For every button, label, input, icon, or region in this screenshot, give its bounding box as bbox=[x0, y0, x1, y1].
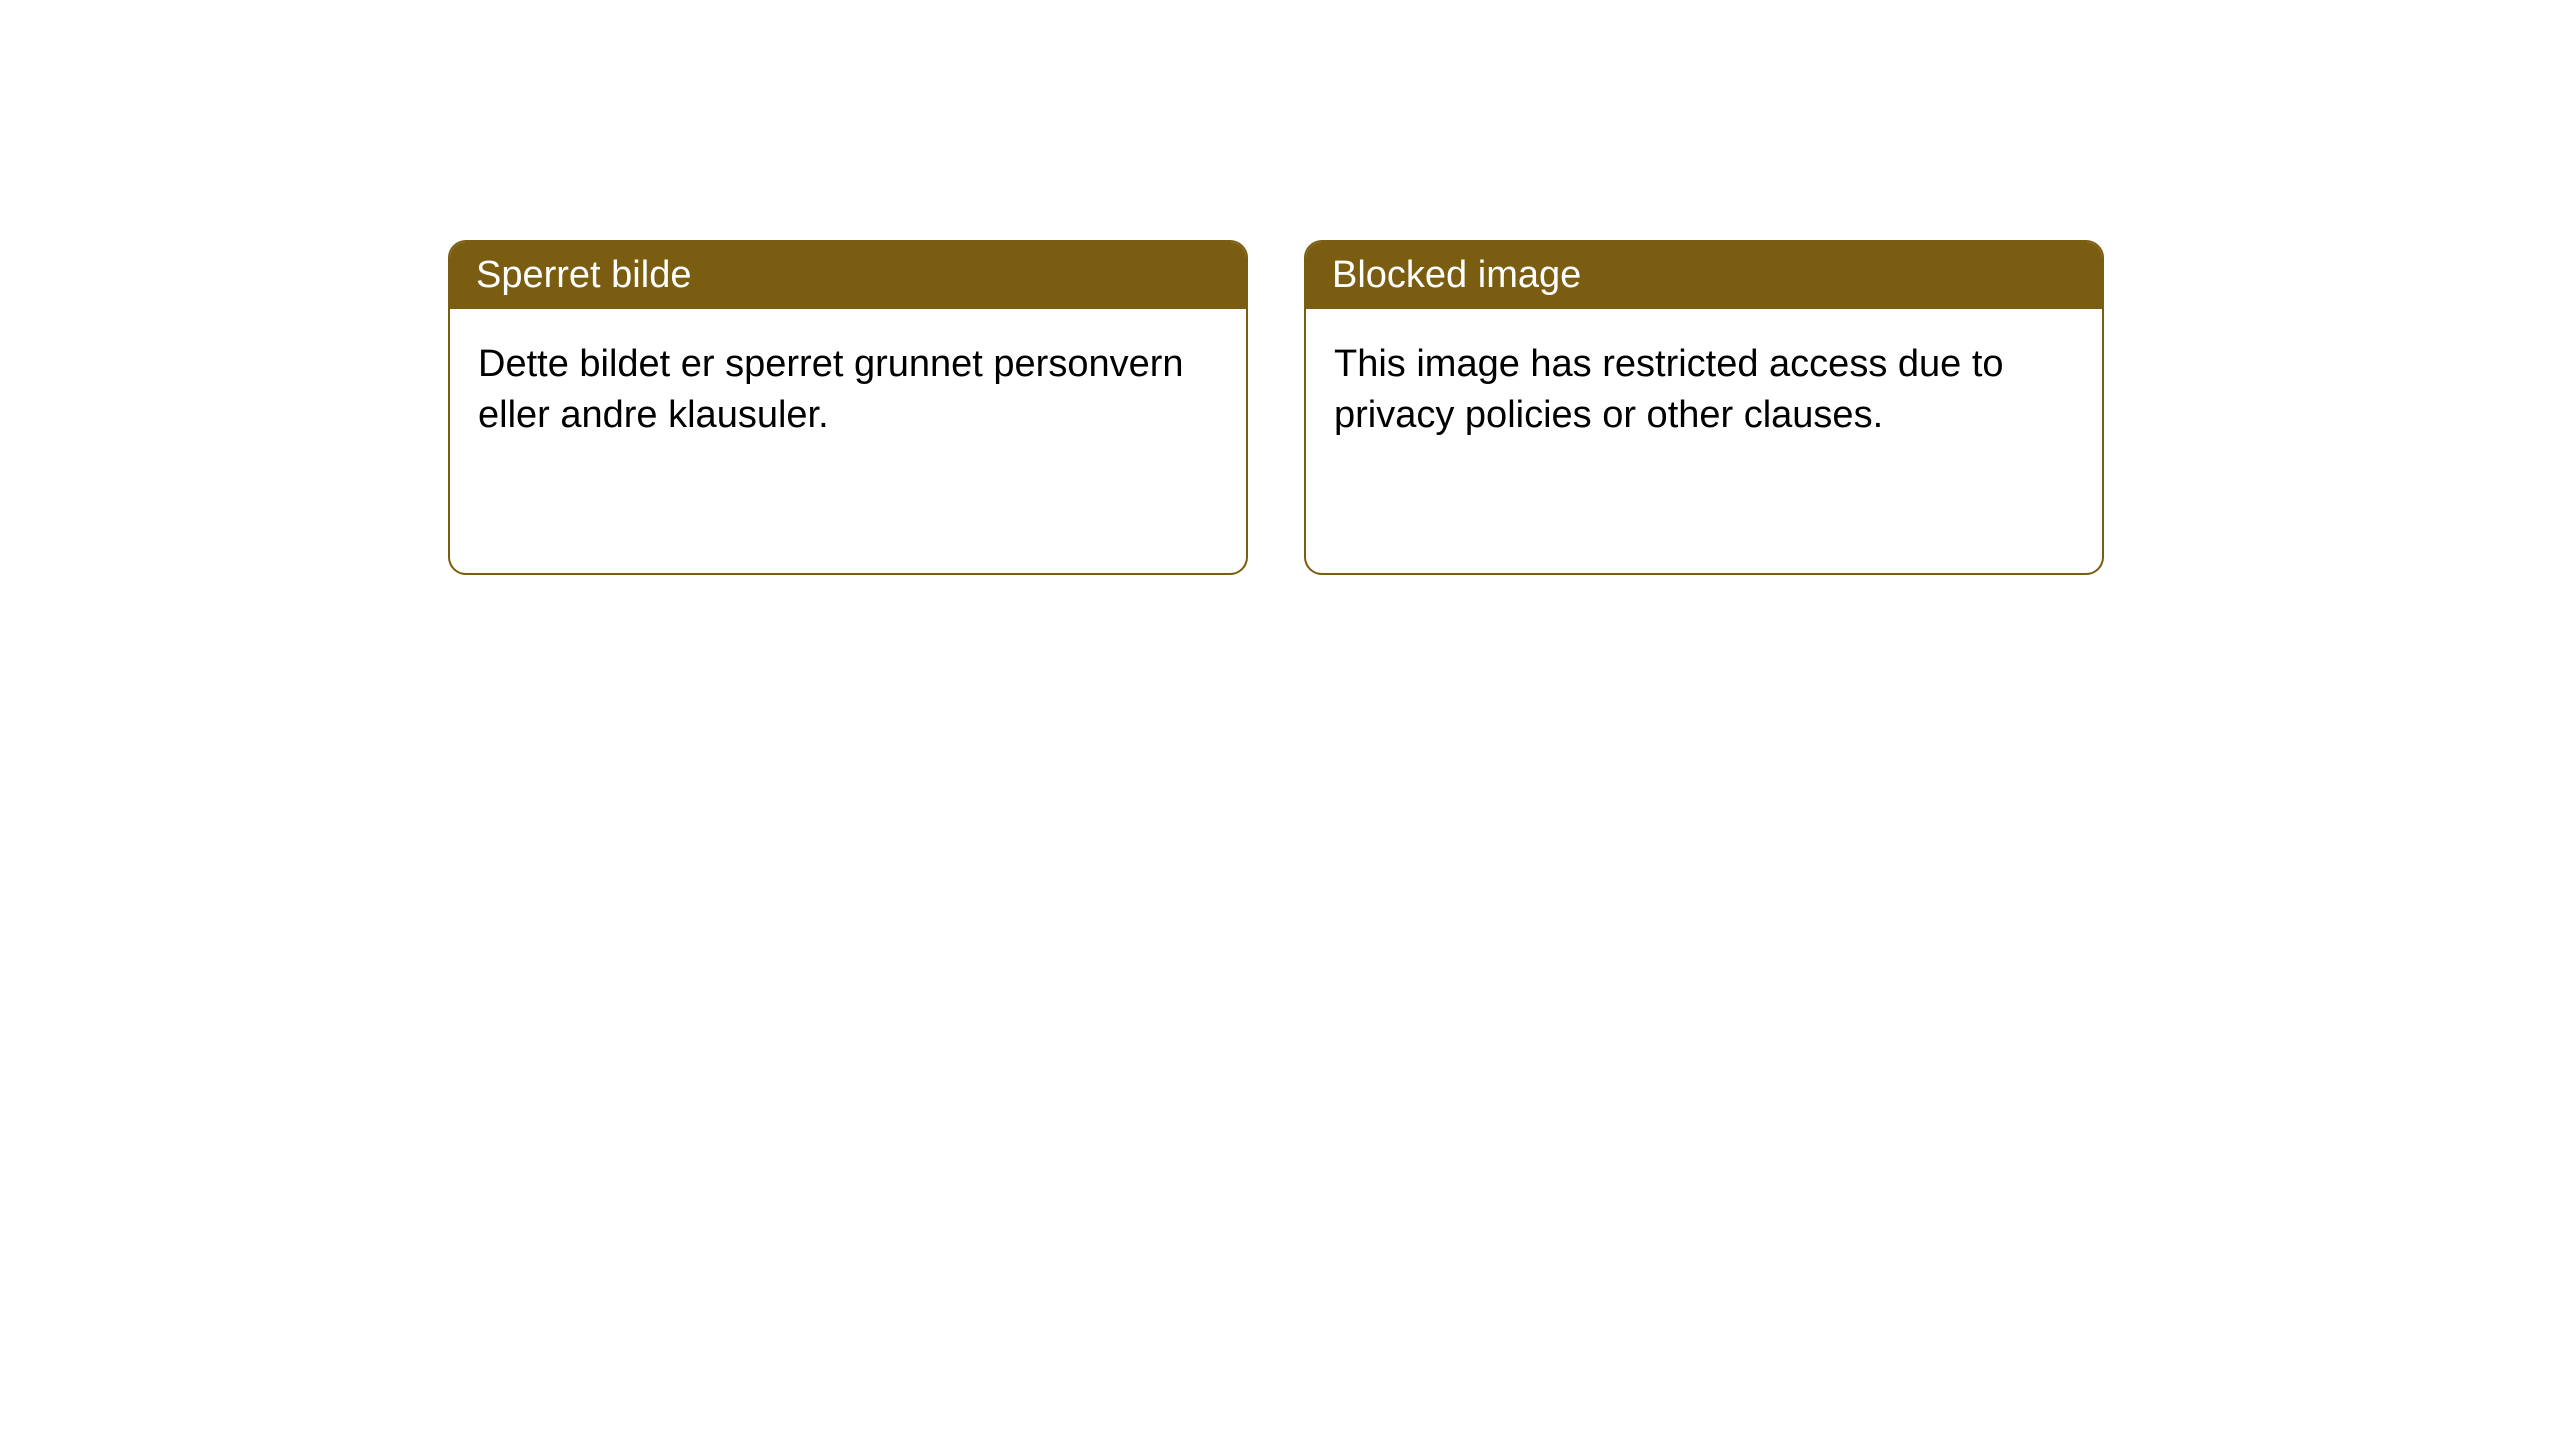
notice-body-no: Dette bildet er sperret grunnet personve… bbox=[450, 309, 1246, 472]
notice-body-en: This image has restricted access due to … bbox=[1306, 309, 2102, 472]
notice-header-no: Sperret bilde bbox=[450, 242, 1246, 309]
notice-card-no: Sperret bilde Dette bildet er sperret gr… bbox=[448, 240, 1248, 575]
notice-container: Sperret bilde Dette bildet er sperret gr… bbox=[0, 0, 2560, 575]
notice-card-en: Blocked image This image has restricted … bbox=[1304, 240, 2104, 575]
notice-header-en: Blocked image bbox=[1306, 242, 2102, 309]
